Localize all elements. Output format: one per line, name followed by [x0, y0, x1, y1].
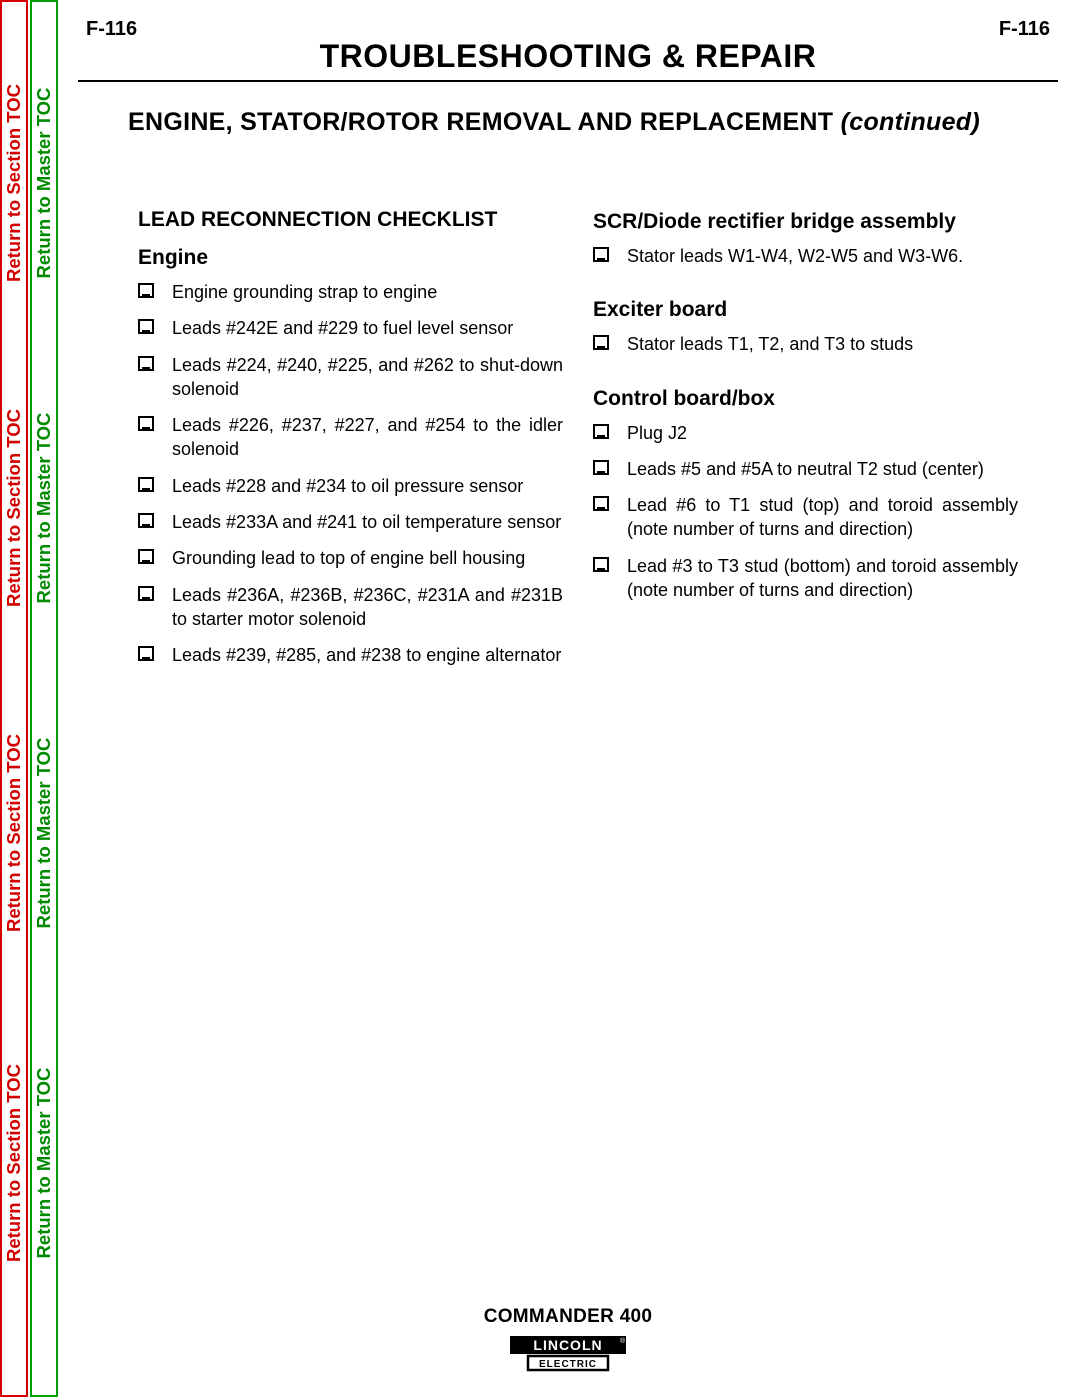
section-title-continued: (continued)	[841, 108, 980, 136]
page-footer: COMMANDER 400 LINCOLN ® ELECTRIC	[78, 1306, 1058, 1372]
checkbox-icon	[138, 586, 154, 601]
checklist-item: Engine grounding strap to engine	[138, 280, 563, 304]
left-column: LEAD RECONNECTION CHECKLIST Engine Engin…	[138, 208, 563, 680]
checkbox-icon	[138, 283, 154, 298]
checklist-item-text: Leads #242E and #229 to fuel level senso…	[172, 318, 513, 338]
checklist-item-text: Stator leads W1-W4, W2-W5 and W3-W6.	[627, 246, 963, 266]
chapter-title: TROUBLESHOOTING & REPAIR	[78, 38, 1058, 75]
checkbox-icon	[593, 335, 609, 350]
checklist-item: Leads #224, #240, #225, and #262 to shut…	[138, 353, 563, 402]
checklist-item: Lead #3 to T3 stud (bottom) and toroid a…	[593, 554, 1018, 603]
content-area: F-116 F-116 TROUBLESHOOTING & REPAIR ENG…	[78, 18, 1058, 1378]
page: Return to Section TOC Return to Section …	[0, 0, 1080, 1397]
right-column: SCR/Diode rectifier bridge assembly Stat…	[593, 208, 1018, 680]
checklist-item: Lead #6 to T1 stud (top) and toroid asse…	[593, 493, 1018, 542]
side-tabs: Return to Section TOC Return to Section …	[0, 0, 60, 1397]
checklist-item-text: Lead #6 to T1 stud (top) and toroid asse…	[627, 495, 1018, 539]
svg-text:®: ®	[620, 1337, 626, 1345]
logo-top-text: LINCOLN	[533, 1337, 602, 1353]
checklist-item: Leads #236A, #236B, #236C, #231A and #23…	[138, 583, 563, 632]
return-master-toc-link[interactable]: Return to Master TOC	[33, 23, 55, 343]
checklist-item: Leads #228 and #234 to oil pressure sens…	[138, 474, 563, 498]
checklist-item-text: Leads #236A, #236B, #236C, #231A and #23…	[172, 585, 563, 629]
checkbox-icon	[138, 416, 154, 431]
engine-subheading: Engine	[138, 246, 563, 270]
section-toc-column: Return to Section TOC Return to Section …	[0, 0, 28, 1397]
return-section-toc-link[interactable]: Return to Section TOC	[3, 348, 25, 668]
checklist-item: Plug J2	[593, 421, 1018, 445]
checklist-item-text: Lead #3 to T3 stud (bottom) and toroid a…	[627, 556, 1018, 600]
checklist-item-text: Leads #228 and #234 to oil pressure sens…	[172, 476, 523, 496]
columns: LEAD RECONNECTION CHECKLIST Engine Engin…	[138, 208, 1018, 680]
checkbox-icon	[138, 513, 154, 528]
checklist-item: Leads #242E and #229 to fuel level senso…	[138, 316, 563, 340]
product-name: COMMANDER 400	[78, 1306, 1058, 1328]
checkbox-icon	[138, 319, 154, 334]
checklist-item: Grounding lead to top of engine bell hou…	[138, 546, 563, 570]
scr-checklist: Stator leads W1-W4, W2-W5 and W3-W6.	[593, 244, 1018, 268]
checkbox-icon	[593, 496, 609, 511]
checkbox-icon	[138, 477, 154, 492]
return-master-toc-link[interactable]: Return to Master TOC	[33, 1003, 55, 1323]
checklist-item-text: Plug J2	[627, 423, 687, 443]
control-heading: Control board/box	[593, 387, 1018, 411]
exciter-heading: Exciter board	[593, 298, 1018, 322]
section-title-main: ENGINE, STATOR/ROTOR REMOVAL AND REPLACE…	[128, 108, 841, 136]
lead-reconnection-heading: LEAD RECONNECTION CHECKLIST	[138, 208, 563, 232]
checklist-item: Stator leads T1, T2, and T3 to studs	[593, 332, 1018, 356]
checkbox-icon	[593, 424, 609, 439]
checkbox-icon	[593, 460, 609, 475]
logo-bottom-text: ELECTRIC	[539, 1359, 597, 1370]
checklist-item: Leads #226, #237, #227, and #254 to the …	[138, 413, 563, 462]
master-toc-column: Return to Master TOC Return to Master TO…	[30, 0, 58, 1397]
exciter-checklist: Stator leads T1, T2, and T3 to studs	[593, 332, 1018, 356]
checklist-item-text: Grounding lead to top of engine bell hou…	[172, 548, 525, 568]
checklist-item: Stator leads W1-W4, W2-W5 and W3-W6.	[593, 244, 1018, 268]
checklist-item-text: Leads #226, #237, #227, and #254 to the …	[172, 415, 563, 459]
checklist-item-text: Leads #233A and #241 to oil temperature …	[172, 512, 561, 532]
checklist-item-text: Stator leads T1, T2, and T3 to studs	[627, 334, 913, 354]
checklist-item-text: Engine grounding strap to engine	[172, 282, 437, 302]
scr-heading: SCR/Diode rectifier bridge assembly	[593, 210, 1018, 234]
return-master-toc-link[interactable]: Return to Master TOC	[33, 673, 55, 993]
checkbox-icon	[138, 646, 154, 661]
checklist-item: Leads #233A and #241 to oil temperature …	[138, 510, 563, 534]
return-section-toc-link[interactable]: Return to Section TOC	[3, 1003, 25, 1323]
engine-checklist: Engine grounding strap to engine Leads #2…	[138, 280, 563, 668]
checklist-item: Leads #5 and #5A to neutral T2 stud (cen…	[593, 457, 1018, 481]
return-section-toc-link[interactable]: Return to Section TOC	[3, 23, 25, 343]
chapter-underline	[78, 80, 1058, 82]
checkbox-icon	[593, 557, 609, 572]
return-master-toc-link[interactable]: Return to Master TOC	[33, 348, 55, 668]
section-title: ENGINE, STATOR/ROTOR REMOVAL AND REPLACE…	[128, 108, 1048, 137]
checklist-item-text: Leads #239, #285, and #238 to engine alt…	[172, 645, 561, 665]
checklist-item: Leads #239, #285, and #238 to engine alt…	[138, 643, 563, 667]
checkbox-icon	[138, 549, 154, 564]
return-section-toc-link[interactable]: Return to Section TOC	[3, 673, 25, 993]
lincoln-electric-logo: LINCOLN ® ELECTRIC	[508, 1334, 628, 1372]
checkbox-icon	[138, 356, 154, 371]
checklist-item-text: Leads #5 and #5A to neutral T2 stud (cen…	[627, 459, 984, 479]
checklist-item-text: Leads #224, #240, #225, and #262 to shut…	[172, 355, 563, 399]
checkbox-icon	[593, 247, 609, 262]
control-checklist: Plug J2 Leads #5 and #5A to neutral T2 st…	[593, 421, 1018, 603]
